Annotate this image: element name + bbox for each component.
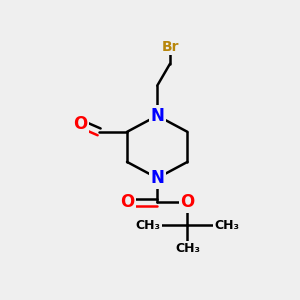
Text: CH₃: CH₃ <box>136 219 161 232</box>
Text: Br: Br <box>161 40 179 54</box>
Text: O: O <box>120 193 134 211</box>
Text: CH₃: CH₃ <box>175 242 200 255</box>
Text: O: O <box>74 115 88 133</box>
Text: N: N <box>150 107 164 125</box>
Text: O: O <box>180 193 195 211</box>
Text: N: N <box>150 169 164 187</box>
Text: CH₃: CH₃ <box>214 219 239 232</box>
